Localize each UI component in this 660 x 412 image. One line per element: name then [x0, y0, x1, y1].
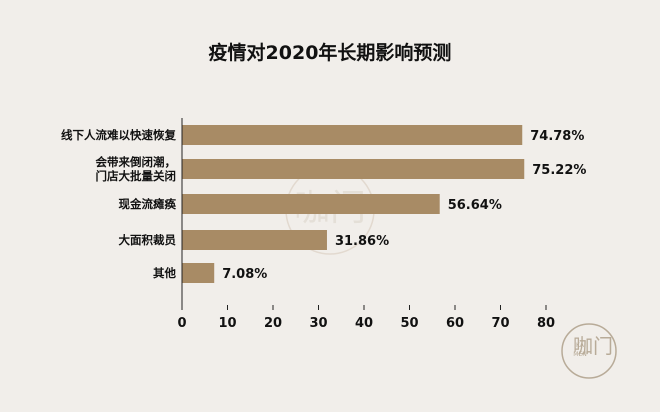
logo-brand-text: 咖门: [573, 334, 613, 358]
logo-ring: [561, 323, 617, 379]
data-label: 31.86%: [335, 234, 389, 249]
data-label: 74.78%: [530, 129, 584, 144]
x-tick-label: 40: [355, 316, 373, 331]
x-tick-label: 60: [446, 316, 464, 331]
logo-sub-text: MEN: [573, 351, 586, 358]
x-tick-label: 10: [218, 316, 236, 331]
logo-sub-text: KA: [576, 342, 585, 349]
category-label: 会带来倒闭潮，门店大批量关闭: [95, 155, 177, 183]
x-tick-label: 20: [264, 316, 282, 331]
category-label: 线下人流难以快速恢复: [61, 128, 176, 142]
x-axis: 0 10 20 30 40 50 60 70 80: [177, 118, 555, 331]
category-label: 现金流瘫痪: [119, 197, 177, 211]
category-label: 其他: [153, 266, 176, 280]
bar: [182, 125, 523, 145]
bar: [182, 263, 215, 283]
x-tick-label: 30: [309, 316, 327, 331]
category-label: 大面积裁员: [119, 233, 177, 247]
bar: [182, 194, 440, 214]
data-label: 75.22%: [532, 163, 586, 178]
x-tick-label: 70: [491, 316, 509, 331]
x-tick-label: 50: [400, 316, 418, 331]
x-tick-label: 80: [537, 316, 555, 331]
data-label: 56.64%: [448, 198, 502, 213]
bar: [182, 230, 327, 250]
data-label: 7.08%: [222, 267, 267, 282]
bar: [182, 159, 525, 179]
chart-title: 疫情对2020年长期影响预测: [209, 41, 452, 64]
value-labels: 74.78% 75.22% 56.64% 31.86% 7.08%: [222, 129, 586, 282]
bars-group: [182, 125, 525, 283]
x-tick-label: 0: [177, 316, 186, 331]
